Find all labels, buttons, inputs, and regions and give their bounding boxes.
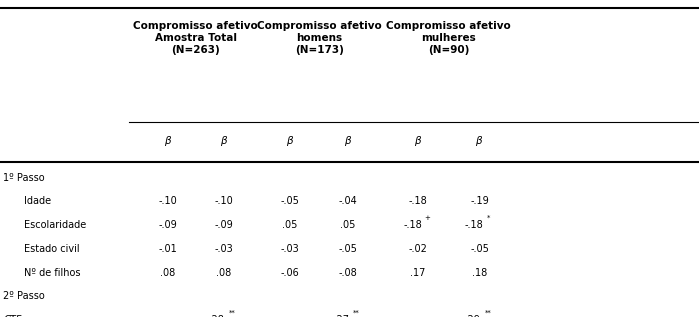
Text: **: **	[353, 310, 360, 316]
Text: Estado civil: Estado civil	[24, 244, 80, 254]
Text: -.18: -.18	[409, 196, 427, 206]
Text: -.18: -.18	[403, 220, 421, 230]
Text: Nº de filhos: Nº de filhos	[24, 268, 81, 278]
Text: .08: .08	[160, 268, 175, 278]
Text: -.29: -.29	[461, 315, 481, 317]
Text: -.27: -.27	[330, 315, 350, 317]
Text: $\beta$: $\beta$	[414, 134, 422, 148]
Text: $\beta$: $\beta$	[344, 134, 352, 148]
Text: Idade: Idade	[24, 196, 52, 206]
Text: -.08: -.08	[339, 268, 357, 278]
Text: -.01: -.01	[159, 244, 177, 254]
Text: 1º Passo: 1º Passo	[3, 172, 45, 183]
Text: -.05: -.05	[338, 244, 358, 254]
Text: $\beta$: $\beta$	[164, 134, 172, 148]
Text: $\beta$: $\beta$	[475, 134, 484, 148]
Text: .17: .17	[410, 268, 426, 278]
Text: 2º Passo: 2º Passo	[3, 291, 45, 301]
Text: .18: .18	[472, 268, 487, 278]
Text: -.19: -.19	[470, 196, 489, 206]
Text: Escolaridade: Escolaridade	[24, 220, 87, 230]
Text: -: -	[288, 315, 292, 317]
Text: CTF: CTF	[3, 315, 22, 317]
Text: -.10: -.10	[215, 196, 233, 206]
Text: -.02: -.02	[408, 244, 428, 254]
Text: +: +	[424, 215, 430, 221]
Text: -.28: -.28	[206, 315, 225, 317]
Text: Compromisso afetivo
Amostra Total
(N=263): Compromisso afetivo Amostra Total (N=263…	[134, 21, 258, 55]
Text: -.06: -.06	[281, 268, 299, 278]
Text: .08: .08	[216, 268, 231, 278]
Text: -.18: -.18	[465, 220, 483, 230]
Text: -.09: -.09	[159, 220, 177, 230]
Text: **: **	[229, 310, 236, 316]
Text: Compromisso afetivo
homens
(N=173): Compromisso afetivo homens (N=173)	[257, 21, 382, 55]
Text: -.10: -.10	[159, 196, 177, 206]
Text: .05: .05	[340, 220, 356, 230]
Text: -.03: -.03	[215, 244, 233, 254]
Text: $\beta$: $\beta$	[219, 134, 228, 148]
Text: -.03: -.03	[281, 244, 299, 254]
Text: *: *	[487, 215, 490, 221]
Text: **: **	[484, 310, 491, 316]
Text: -.05: -.05	[470, 244, 489, 254]
Text: -.09: -.09	[215, 220, 233, 230]
Text: $\beta$: $\beta$	[286, 134, 294, 148]
Text: -: -	[416, 315, 420, 317]
Text: -.04: -.04	[339, 196, 357, 206]
Text: -: -	[166, 315, 170, 317]
Text: -.05: -.05	[280, 196, 300, 206]
Text: Compromisso afetivo
mulheres
(N=90): Compromisso afetivo mulheres (N=90)	[387, 21, 511, 55]
Text: .05: .05	[282, 220, 298, 230]
